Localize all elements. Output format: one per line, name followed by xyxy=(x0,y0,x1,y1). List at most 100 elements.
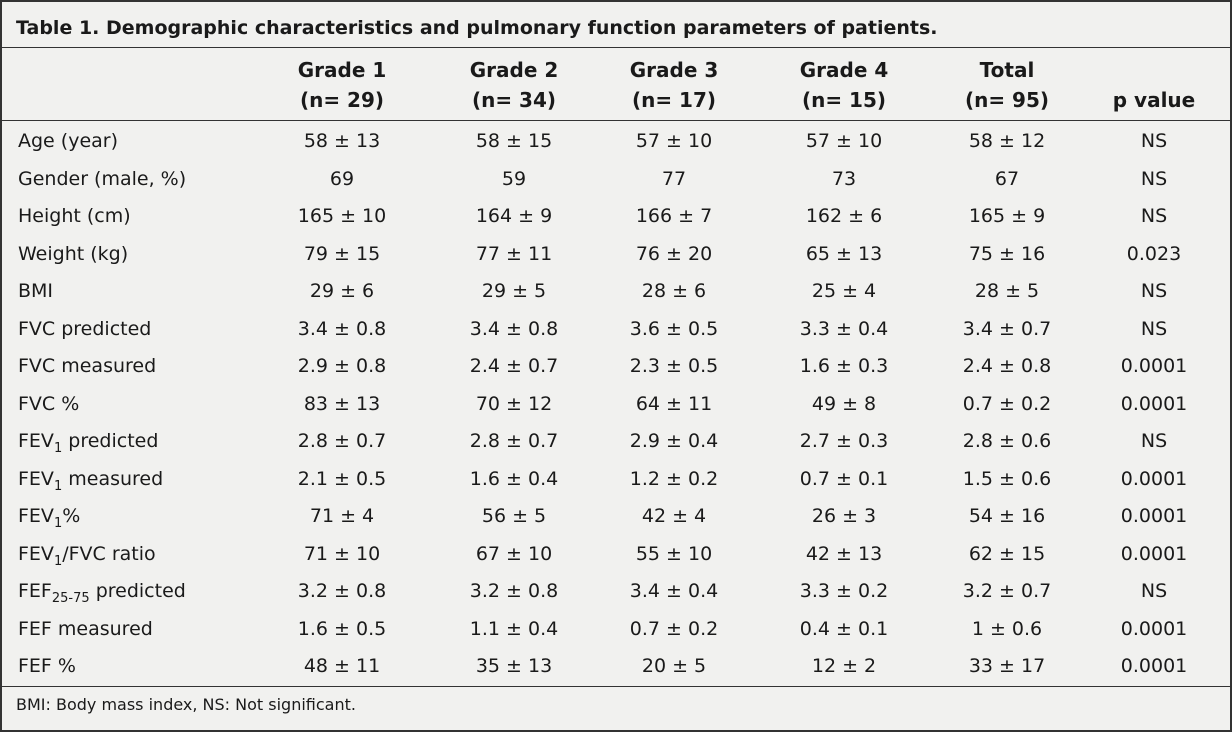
cell: 77 xyxy=(661,167,687,190)
row-label: Age (year) xyxy=(18,129,118,153)
footnote: BMI: Body mass index, NS: Not significan… xyxy=(16,695,356,714)
cell: 25 ± 4 xyxy=(811,280,877,302)
cell: 70 ± 12 xyxy=(475,392,553,415)
label-text: predicted xyxy=(89,580,186,602)
cell: 0.7 ± 0.1 xyxy=(799,467,889,490)
cell: 3.3 ± 0.4 xyxy=(799,317,889,340)
cell: 42 ± 4 xyxy=(641,505,707,527)
column-header: p value xyxy=(1112,88,1196,112)
column-header: Grade 2 xyxy=(469,58,559,82)
row-label: FVC predicted xyxy=(18,317,151,341)
rule xyxy=(2,120,1230,121)
row-label: FEF % xyxy=(18,654,76,678)
cell: 165 ± 10 xyxy=(297,205,387,227)
cell: 3.4 ± 0.8 xyxy=(469,317,559,340)
cell: 56 ± 5 xyxy=(481,505,547,527)
subscript: 1 xyxy=(53,478,63,494)
cell: NS xyxy=(1140,130,1168,152)
cell: 0.0001 xyxy=(1120,392,1188,415)
column-header: Grade 1 xyxy=(297,58,387,82)
cell: 28 ± 6 xyxy=(641,280,707,302)
cell: 3.4 ± 0.7 xyxy=(962,317,1052,340)
cell: 48 ± 11 xyxy=(303,655,381,677)
subscript: 1 xyxy=(53,441,63,456)
row-label: FEV1% xyxy=(18,504,81,530)
label-text: BMI xyxy=(18,280,54,302)
cell: 33 ± 17 xyxy=(968,655,1046,677)
cell: 0.7 ± 0.2 xyxy=(629,617,719,640)
rule xyxy=(2,47,1230,48)
column-header: (n= 34) xyxy=(471,88,557,112)
subscript: 1 xyxy=(53,553,63,569)
column-header: Grade 4 xyxy=(799,58,889,82)
cell: NS xyxy=(1140,167,1168,190)
row-label: Weight (kg) xyxy=(18,242,128,266)
cell: 79 ± 15 xyxy=(303,242,381,265)
cell: NS xyxy=(1140,317,1168,340)
label-text: FEV xyxy=(18,467,54,490)
cell: 58 ± 15 xyxy=(475,130,553,152)
cell: 35 ± 13 xyxy=(475,655,553,677)
cell: 42 ± 13 xyxy=(805,542,883,565)
cell: 0.0001 xyxy=(1120,467,1188,490)
cell: 20 ± 5 xyxy=(641,655,707,677)
cell: 2.7 ± 0.3 xyxy=(799,430,889,452)
row-label: FEF measured xyxy=(18,617,153,641)
label-text: FVC measured xyxy=(18,355,157,377)
label-text: /FVC ratio xyxy=(62,542,156,565)
label-text: FEV xyxy=(18,542,54,565)
label-text: measured xyxy=(62,467,164,490)
cell: 2.8 ± 0.6 xyxy=(962,430,1052,452)
cell: 76 ± 20 xyxy=(635,242,713,265)
label-text: % xyxy=(62,505,81,527)
cell: NS xyxy=(1140,580,1168,602)
cell: 55 ± 10 xyxy=(635,542,713,565)
column-header: Grade 3 xyxy=(629,58,719,82)
label-text: Gender (male, %) xyxy=(18,167,187,190)
cell: 57 ± 10 xyxy=(805,130,883,152)
label-text: Weight (kg) xyxy=(18,242,129,265)
cell: 73 xyxy=(831,167,857,190)
cell: 69 xyxy=(329,167,355,190)
cell: 1 ± 0.6 xyxy=(971,617,1043,640)
cell: 2.8 ± 0.7 xyxy=(297,430,387,452)
label-text: FEF measured xyxy=(18,617,153,640)
rule xyxy=(2,686,1230,687)
cell: 2.3 ± 0.5 xyxy=(629,355,719,377)
cell: 3.2 ± 0.8 xyxy=(469,580,559,602)
cell: 0.0001 xyxy=(1120,617,1188,640)
cell: 1.6 ± 0.5 xyxy=(297,617,387,640)
cell: NS xyxy=(1140,205,1168,227)
cell: 0.7 ± 0.2 xyxy=(962,392,1052,415)
cell: 3.2 ± 0.7 xyxy=(962,580,1052,602)
cell: 0.0001 xyxy=(1120,542,1188,565)
label-text: Age (year) xyxy=(18,130,119,152)
cell: 71 ± 10 xyxy=(303,542,381,565)
cell: 2.8 ± 0.7 xyxy=(469,430,559,452)
cell: 0.0001 xyxy=(1120,355,1188,377)
cell: NS xyxy=(1140,430,1168,452)
cell: NS xyxy=(1140,280,1168,302)
row-label: FVC % xyxy=(18,392,79,416)
cell: 3.4 ± 0.4 xyxy=(629,580,719,602)
column-header: (n= 15) xyxy=(801,88,887,112)
cell: 2.1 ± 0.5 xyxy=(297,467,387,490)
cell: 59 xyxy=(501,167,527,190)
cell: 1.6 ± 0.4 xyxy=(469,467,559,490)
row-label: Gender (male, %) xyxy=(18,167,186,191)
label-text: FEF % xyxy=(18,655,76,677)
label-text: Height (cm) xyxy=(18,205,131,227)
row-label: FEV1 measured xyxy=(18,467,164,494)
cell: 2.4 ± 0.7 xyxy=(469,355,559,377)
cell: 29 ± 6 xyxy=(309,280,375,302)
cell: 58 ± 12 xyxy=(968,130,1046,152)
label-text: FEV xyxy=(18,430,54,452)
cell: 3.6 ± 0.5 xyxy=(629,317,719,340)
cell: 0.023 xyxy=(1126,242,1182,265)
cell: 1.5 ± 0.6 xyxy=(962,467,1052,490)
cell: 77 ± 11 xyxy=(475,242,553,265)
cell: 65 ± 13 xyxy=(805,242,883,265)
column-header: (n= 17) xyxy=(631,88,717,112)
cell: 49 ± 8 xyxy=(811,392,877,415)
